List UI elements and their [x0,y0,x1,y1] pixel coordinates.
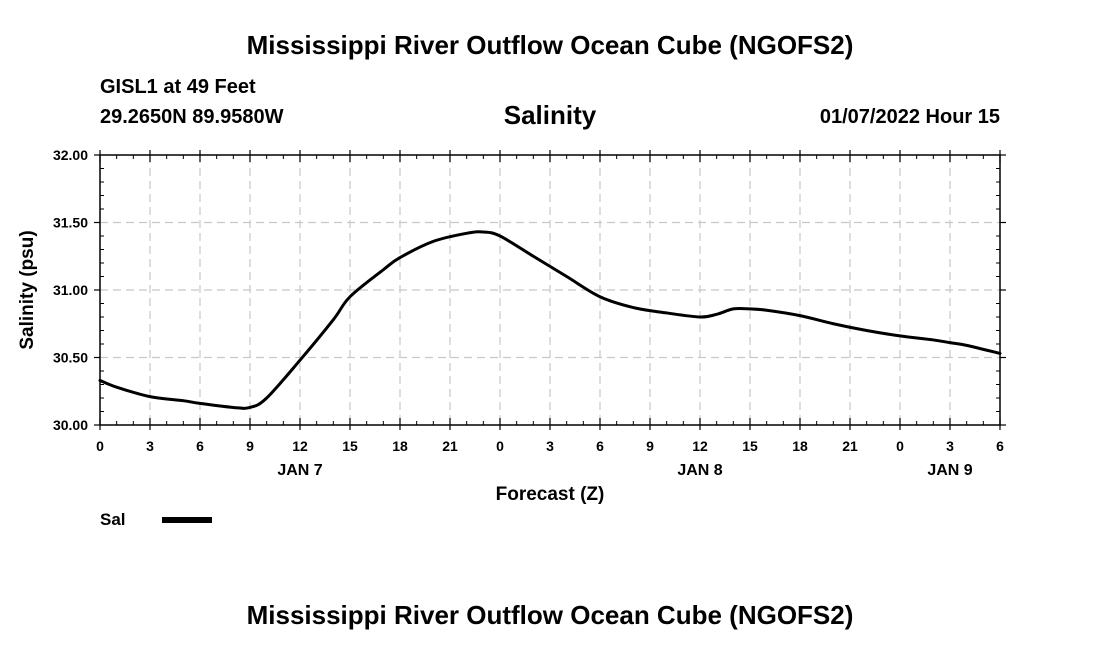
x-tick-label: 21 [842,438,858,454]
x-tick-label: 0 [96,438,104,454]
run-datetime: 01/07/2022 Hour 15 [819,106,1000,128]
x-tick-label: 21 [442,438,458,454]
date-label: JAN 8 [677,462,722,479]
x-tick-label: 0 [896,438,904,454]
x-tick-label: 3 [146,438,154,454]
legend-label: Sal [100,510,126,529]
y-tick-label: 31.00 [53,282,88,298]
x-tick-label: 3 [946,438,954,454]
footer-title: Mississippi River Outflow Ocean Cube (NG… [246,600,854,630]
plot-frame [99,154,1001,426]
y-tick-label: 30.50 [53,350,88,366]
y-tick-label: 31.50 [53,215,88,231]
x-tick-label: 18 [392,438,408,454]
x-tick-label: 18 [792,438,808,454]
page-title: Mississippi River Outflow Ocean Cube (NG… [246,30,854,60]
x-tick-label: 6 [196,438,204,454]
station-coordinates: 29.2650N 89.9580W [100,106,284,128]
x-tick-label: 15 [342,438,358,454]
x-tick-label: 9 [646,438,654,454]
station-name: GISL1 at 49 Feet [100,76,256,98]
x-tick-label: 3 [546,438,554,454]
y-axis-title: Salinity (psu) [17,230,38,349]
series-line-sal [98,230,1002,410]
grid-layer [100,155,1000,425]
x-tick-label: 15 [742,438,758,454]
x-tick-label: 0 [496,438,504,454]
series-layer [98,230,1002,410]
y-tick-label: 32.00 [53,147,88,163]
x-tick-label: 12 [292,438,308,454]
date-label: JAN 7 [277,462,322,479]
labels-layer: 30.00 30.50 31.00 31.50 32.00 0 3 6 9 12 15 18 21 0 3 6… [17,147,1004,505]
x-tick-label: 6 [996,438,1004,454]
legend-swatch [162,517,212,523]
y-tick-label: 30.00 [53,417,88,433]
x-tick-label: 6 [596,438,604,454]
x-tick-label: 12 [692,438,708,454]
x-tick-label: 9 [246,438,254,454]
chart-subtitle: Salinity [503,100,597,130]
x-axis-title: Forecast (Z) [496,484,605,505]
date-label: JAN 9 [927,462,972,479]
